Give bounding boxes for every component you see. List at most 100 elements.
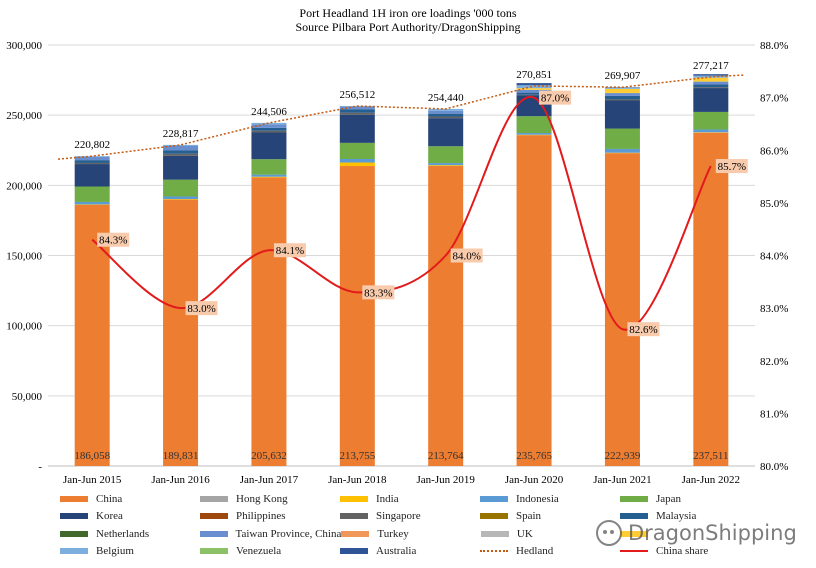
legend-swatch	[340, 495, 368, 502]
y-tick-label: 100,000	[6, 321, 42, 333]
bar-segment	[163, 155, 199, 180]
legend-item: Japan	[620, 493, 760, 505]
bar-segment	[693, 111, 729, 130]
legend-item: Venezuela	[200, 545, 340, 557]
bar-segment	[428, 165, 464, 167]
bar-segment	[604, 153, 640, 466]
bar-segment	[74, 164, 110, 187]
legend-swatch	[340, 548, 368, 555]
legend-label: Malaysia	[656, 510, 697, 523]
bar-segment	[693, 129, 729, 133]
y2-axis: 80.0% 81.0% 82.0% 83.0% 84.0% 85.0% 86.0% 87.0%…	[760, 40, 788, 473]
legend-swatch	[60, 495, 88, 502]
legend: China Hong Kong India Indonesia Japan Korea Ph…	[60, 490, 760, 560]
bar-segment	[74, 201, 110, 205]
y2-tick-label: 86.0%	[760, 145, 788, 157]
bar-segment	[251, 132, 287, 160]
bar-segment	[428, 118, 464, 147]
china-share-label: 84.0%	[452, 251, 480, 263]
y-tick-label: 250,000	[6, 110, 42, 122]
legend-swatch	[620, 513, 648, 520]
y-tick-label: 300,000	[6, 40, 42, 52]
legend-swatch	[199, 530, 228, 537]
chart: Port Headland 1H iron ore loadings '000 …	[6, 6, 788, 486]
china-value-label: 205,632	[251, 450, 287, 462]
lines	[57, 74, 746, 331]
china-share-label: 82.6%	[629, 324, 657, 336]
bar-segment	[251, 177, 287, 467]
bar-segment	[516, 83, 552, 86]
china-share-label: 84.1%	[276, 245, 304, 257]
y-tick-label: 150,000	[6, 251, 42, 263]
hedland-line	[57, 74, 746, 160]
bar-segment	[428, 113, 464, 117]
bar-segment	[604, 128, 640, 149]
bar-segment	[163, 179, 199, 197]
legend-label: China share	[656, 545, 709, 558]
legend-item: Spain	[480, 510, 620, 522]
legend-label: Singapore	[376, 510, 421, 523]
china-value-label: 213,764	[428, 450, 464, 462]
legend-item: Australia	[340, 545, 480, 557]
legend-item: Singapore	[340, 510, 480, 522]
legend-label: Hedland	[516, 545, 554, 558]
legend-label: Netherlands	[96, 527, 150, 540]
legend-item: China share	[620, 545, 760, 557]
y-axis: - 50,000 100,000 150,000 200,000 250,000 300,0…	[6, 40, 42, 473]
bar-segment	[604, 100, 640, 129]
legend-label: China	[96, 492, 123, 505]
legend-label: Japan	[656, 492, 682, 505]
bar-segment	[604, 99, 640, 101]
legend-swatch	[200, 495, 228, 502]
legend-label: Spain	[516, 510, 542, 523]
bar-segment	[163, 199, 199, 467]
watermark-text: DragonShipping	[628, 521, 797, 545]
china-share-label: 85.7%	[718, 161, 746, 173]
hedland-label: 244,506	[251, 106, 287, 118]
legend-row: Korea Philippines Singapore Spain Malaysia	[60, 508, 760, 526]
china-share-label-box	[185, 301, 218, 316]
china-share-label: 84.3%	[99, 235, 127, 247]
bar-segment	[604, 93, 640, 96]
legend-swatch	[480, 550, 508, 553]
bar-segment	[163, 145, 199, 151]
data-labels: 220,802 228,817 244,506 256,512 254,440 270,8…	[74, 60, 748, 462]
bar-segment	[693, 132, 729, 466]
china-share-line	[91, 96, 712, 331]
x-tick-label: Jan-Jun 2016	[151, 474, 210, 486]
china-value-label: 213,755	[339, 450, 375, 462]
china-share-label: 87.0%	[541, 93, 569, 105]
y2-tick-label: 85.0%	[760, 198, 788, 210]
bars	[74, 74, 729, 467]
china-share-label-box	[715, 159, 748, 174]
hedland-label: 228,817	[163, 128, 199, 140]
hedland-label: 277,217	[693, 60, 729, 72]
y2-tick-label: 81.0%	[760, 408, 788, 420]
bar-segment	[339, 109, 375, 113]
bar-segment	[516, 133, 552, 135]
bar-segment	[693, 84, 729, 88]
bar-segment	[251, 176, 287, 178]
bar-segment	[74, 186, 110, 202]
legend-swatch	[200, 513, 228, 520]
legend-label: Hong Kong	[236, 492, 288, 505]
legend-label: Venezuela	[236, 545, 282, 558]
hedland-label: 254,440	[428, 92, 464, 104]
legend-swatch	[480, 513, 508, 520]
china-share-label-box	[362, 285, 395, 300]
legend-swatch	[60, 548, 88, 555]
hedland-label: 256,512	[339, 89, 375, 101]
chart-title: Port Headland 1H iron ore loadings '000 …	[299, 6, 516, 20]
bar-segment	[428, 110, 464, 114]
china-share-label-box	[539, 90, 572, 105]
bar-segment	[163, 144, 199, 146]
legend-item: Indonesia	[480, 493, 620, 505]
bar-segment	[693, 77, 729, 82]
legend-swatch	[200, 548, 228, 555]
y2-tick-label: 80.0%	[760, 461, 788, 473]
bar-segment	[693, 81, 729, 85]
bar-segment	[74, 160, 110, 163]
y2-tick-label: 83.0%	[760, 303, 788, 315]
china-share-label: 83.3%	[364, 287, 392, 299]
y-tick-label: 50,000	[12, 391, 43, 403]
